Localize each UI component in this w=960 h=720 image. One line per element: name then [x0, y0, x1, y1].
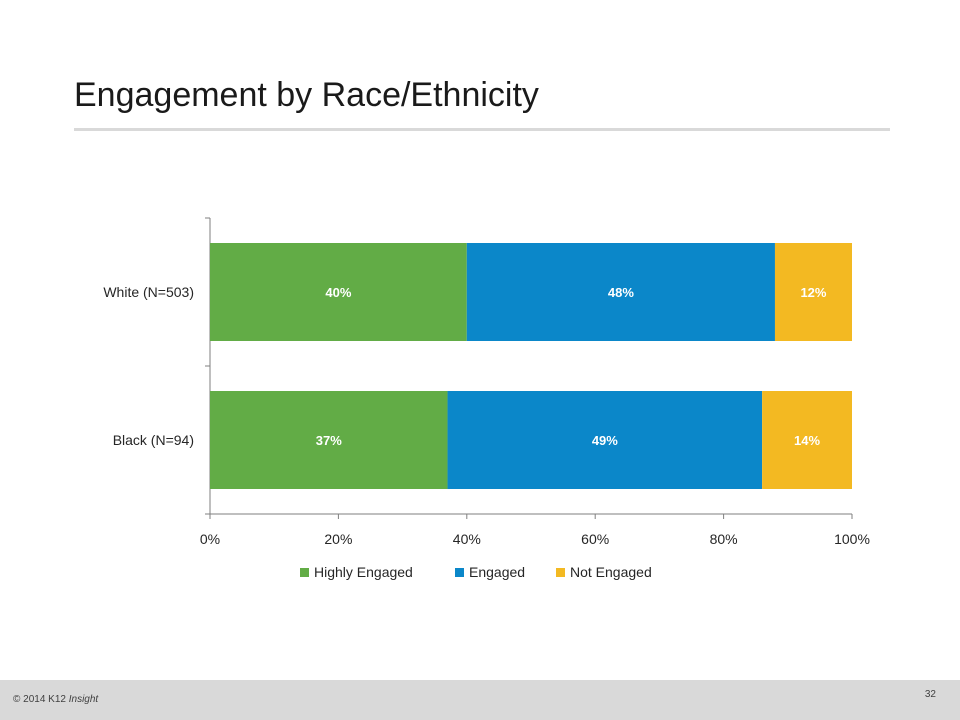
bar-group: 40% 48% 12% 37% 49% 14%: [210, 243, 852, 489]
tick-label: 60%: [581, 531, 609, 547]
data-label: 40%: [325, 285, 351, 300]
bar-segment: [447, 391, 763, 489]
data-label: 14%: [794, 433, 820, 448]
copyright-brand: Insight: [68, 694, 99, 705]
category-axis: White (N=503) Black (N=94): [103, 217, 211, 515]
copyright-notice: © 2014 K12 Insight: [13, 694, 98, 705]
data-label: 12%: [800, 285, 826, 300]
tick-label: 40%: [453, 531, 481, 547]
data-label: 37%: [316, 433, 342, 448]
bar-segment: [210, 243, 467, 341]
data-label: 49%: [592, 433, 618, 448]
legend-label: Not Engaged: [570, 564, 652, 580]
category-label: White (N=503): [103, 284, 194, 300]
tick-label: 80%: [710, 531, 738, 547]
copyright-text: © 2014 K12: [13, 694, 66, 705]
legend-swatch: [300, 568, 309, 577]
value-axis: 0% 20% 40% 60% 80% 100%: [200, 513, 870, 547]
bar-segment: [466, 243, 775, 341]
tick-label: 0%: [200, 531, 220, 547]
bar-segment: [762, 391, 852, 489]
slide-title: Engagement by Race/Ethnicity: [74, 76, 539, 114]
title-divider: [74, 128, 890, 131]
footer-bar: © 2014 K12 Insight 32: [0, 680, 960, 720]
bar-segment: [210, 391, 448, 489]
legend-label: Highly Engaged: [314, 564, 413, 580]
page-number: 32: [924, 689, 936, 700]
tick-label: 100%: [834, 531, 870, 547]
bar-segment: [774, 243, 852, 341]
legend-label: Engaged: [469, 564, 525, 580]
data-label: 48%: [608, 285, 634, 300]
legend: Highly Engaged Engaged Not Engaged: [300, 564, 652, 580]
legend-swatch: [455, 568, 464, 577]
legend-swatch: [556, 568, 565, 577]
tick-label: 20%: [324, 531, 352, 547]
category-label: Black (N=94): [113, 432, 194, 448]
